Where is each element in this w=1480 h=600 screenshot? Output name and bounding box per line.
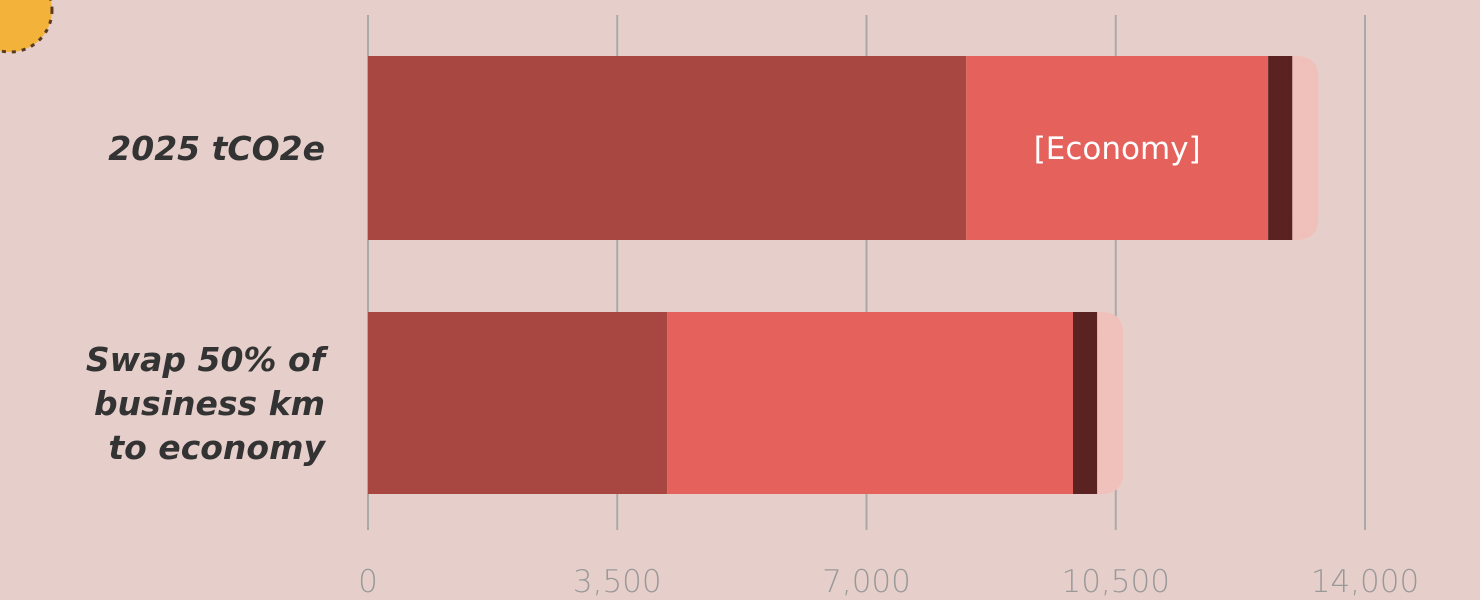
bar-segment — [1073, 312, 1097, 494]
bar-segment — [1292, 56, 1318, 240]
x-tick-label: 7,000 — [822, 564, 911, 600]
page: {"chart_data": {"type": "stacked-bar-hor… — [0, 0, 1480, 600]
x-tick-label: 14,000 — [1311, 564, 1419, 600]
chart: 0 3,500 7,000 10,500 14,000 2025 tCO2e [Econom… — [0, 0, 1480, 600]
category-label: Swap 50% of — [86, 340, 329, 379]
sun-decoration — [0, 0, 52, 52]
category-label: to economy — [108, 428, 326, 467]
bar-segment — [368, 312, 667, 494]
x-tick-label: 10,500 — [1062, 564, 1170, 600]
x-tick-label: 0 — [358, 564, 378, 600]
x-tick-label: 3,500 — [573, 564, 662, 600]
annotation: [Economy] — [1034, 131, 1201, 167]
category-label: business km — [94, 384, 325, 423]
bar-segment — [1268, 56, 1292, 240]
category-label: 2025 tCO2e — [108, 129, 325, 168]
bar-segment — [368, 56, 966, 240]
bar-segment — [1097, 312, 1123, 494]
bar-segment — [667, 312, 1073, 494]
